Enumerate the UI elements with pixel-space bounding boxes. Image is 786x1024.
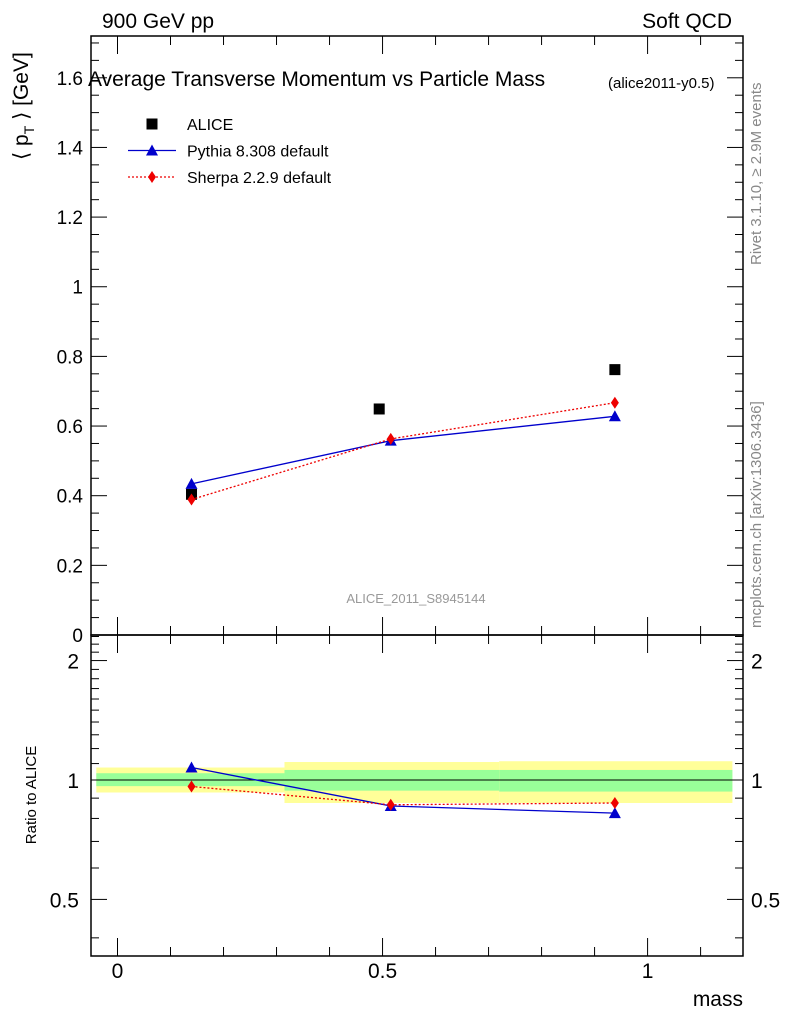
y-tick-label-main: 0.4 (57, 487, 84, 508)
y-tick-label-ratio-right: 2 (751, 651, 763, 674)
main-title: Average Transverse Momentum vs Particle … (88, 68, 545, 91)
ratio-point (185, 761, 198, 773)
series-line (191, 402, 615, 501)
x-tick-label: 1 (642, 960, 654, 983)
y-axis-label-ratio: Ratio to ALICE (23, 746, 40, 844)
series-triangle (185, 410, 621, 489)
series-line (191, 415, 615, 485)
side-text-mcplots: mcplots.cern.ch [arXiv:1306.3436] (748, 401, 765, 628)
data-point (608, 410, 621, 422)
x-axis-label: mass (693, 988, 743, 1011)
ratio-point (187, 780, 196, 793)
data-point (373, 403, 385, 415)
header-right: Soft QCD (642, 10, 732, 33)
legend-label: ALICE (187, 117, 233, 134)
data-point (609, 364, 621, 376)
y-tick-label-ratio-left: 1 (67, 770, 79, 793)
y-tick-label-main: 1.4 (57, 138, 84, 159)
ratio-point (386, 798, 395, 811)
ratio-point (610, 796, 619, 809)
y-tick-label-main: 0.2 (57, 556, 83, 577)
data-point (185, 477, 198, 489)
y-tick-label-ratio-right: 1 (751, 770, 763, 793)
data-point (610, 396, 619, 409)
series-diamond (187, 396, 619, 506)
main-subtitle: (alice2011-y0.5) (608, 75, 714, 92)
side-text-rivet: Rivet 3.1.10, ≥ 2.9M events (748, 83, 765, 266)
ratio-point (608, 807, 621, 819)
legend-label: Pythia 8.308 default (187, 144, 329, 161)
analysis-watermark: ALICE_2011_S8945144 (346, 591, 485, 606)
y-tick-label-main: 1 (72, 278, 83, 299)
ratio-panel: 0.5 0.5 1 1 2 2 0 0.5 1 (50, 634, 780, 983)
y-tick-label-main: 0.6 (57, 417, 83, 438)
header-left: 900 GeV pp (102, 10, 214, 33)
data-point (386, 432, 395, 445)
legend-marker (148, 171, 156, 183)
x-tick-label: 0 (112, 960, 124, 983)
x-tick-label: 0.5 (368, 960, 397, 983)
ratio-series-diamond (187, 780, 619, 811)
legend-marker (146, 144, 158, 156)
y-tick-label-main: 1.6 (57, 69, 83, 90)
main-panel: 0 0.2 0.4 0.6 0.8 1 1.2 1.4 1.6 ALICE Pythia 8.308… (57, 35, 744, 647)
legend-label: Sherpa 2.2.9 default (187, 170, 332, 187)
y-tick-label-main: 0 (72, 626, 83, 647)
uncertainty-band-inner (499, 769, 733, 792)
series-square (186, 364, 621, 500)
y-tick-label-ratio-right: 0.5 (751, 889, 780, 912)
legend-marker (146, 118, 158, 130)
ratio-frame (90, 634, 744, 957)
y-axis-label-main: ⟨ pT ⟩ [GeV] (10, 52, 37, 160)
data-point (187, 493, 196, 506)
legend: ALICE Pythia 8.308 default Sherpa 2.2.9 de… (128, 117, 332, 187)
y-tick-label-main: 1.2 (57, 208, 83, 229)
y-tick-label-main: 0.8 (57, 347, 83, 368)
y-tick-label-ratio-left: 0.5 (50, 889, 79, 912)
y-tick-label-ratio-left: 2 (67, 651, 79, 674)
